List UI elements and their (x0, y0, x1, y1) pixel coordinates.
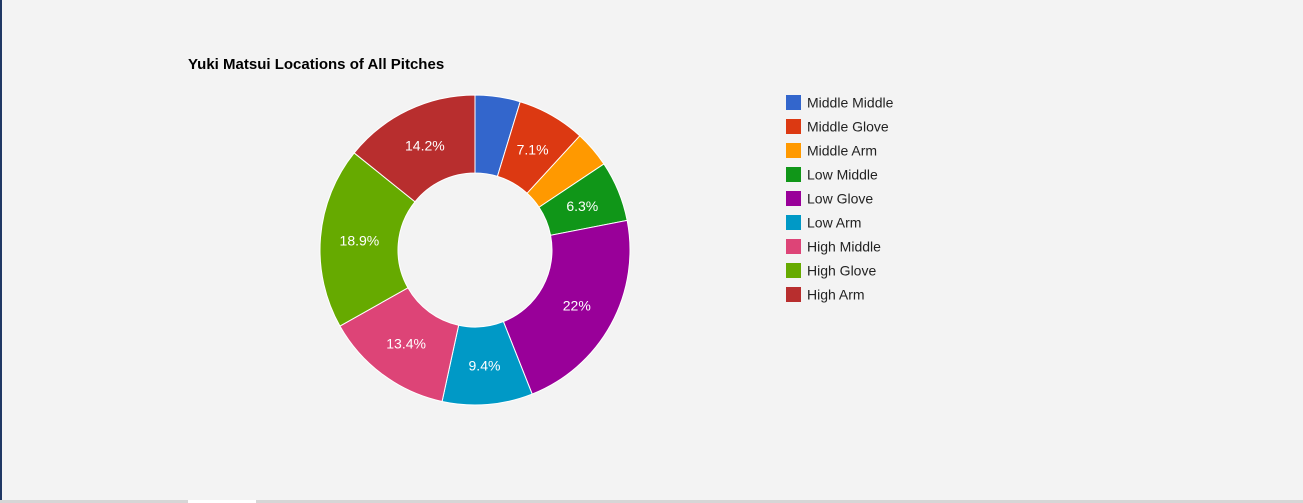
bottom-tab-bar (0, 500, 1303, 503)
legend-label-low-glove: Low Glove (807, 191, 873, 207)
slice-labels: 7.1% 6.3% 22% 9.4% 13.4% 18.9% 14.2% (340, 137, 599, 373)
legend-swatch-middle-arm (786, 143, 801, 158)
legend-swatch-high-middle (786, 239, 801, 254)
chart-title: Yuki Matsui Locations of All Pitches (188, 56, 444, 73)
legend-label-high-arm: High Arm (807, 287, 865, 303)
legend-swatch-high-glove (786, 263, 801, 278)
legend-swatch-low-middle (786, 167, 801, 182)
window-left-edge (0, 0, 2, 503)
legend-label-low-arm: Low Arm (807, 215, 861, 231)
legend-label-high-glove: High Glove (807, 263, 876, 279)
slice-high-arm[interactable] (353, 94, 476, 203)
legend-swatch-high-arm (786, 287, 801, 302)
slice-label-high-middle: 13.4% (386, 335, 426, 351)
legend-swatch-low-glove (786, 191, 801, 206)
slice-label-low-middle: 6.3% (566, 198, 598, 214)
donut-slices (319, 94, 631, 406)
legend-swatch-middle-glove (786, 119, 801, 134)
slice-label-low-glove: 22% (563, 298, 591, 314)
legend-swatch-middle-middle (786, 95, 801, 110)
slice-label-high-glove: 18.9% (340, 233, 380, 249)
legend-label-high-middle: High Middle (807, 239, 881, 255)
active-sheet-tab[interactable] (188, 500, 256, 503)
legend: Middle Middle Middle Glove Middle Arm Low M… (786, 95, 894, 303)
legend-label-low-middle: Low Middle (807, 167, 878, 183)
slice-label-low-arm: 9.4% (469, 358, 501, 374)
legend-label-middle-arm: Middle Arm (807, 143, 877, 159)
legend-label-middle-middle: Middle Middle (807, 95, 894, 111)
legend-swatch-low-arm (786, 215, 801, 230)
slice-high-glove[interactable] (319, 152, 416, 327)
slice-label-middle-glove: 7.1% (517, 141, 549, 157)
slice-label-high-arm: 14.2% (405, 137, 445, 153)
slice-low-glove[interactable] (502, 219, 631, 395)
legend-label-middle-glove: Middle Glove (807, 119, 889, 135)
